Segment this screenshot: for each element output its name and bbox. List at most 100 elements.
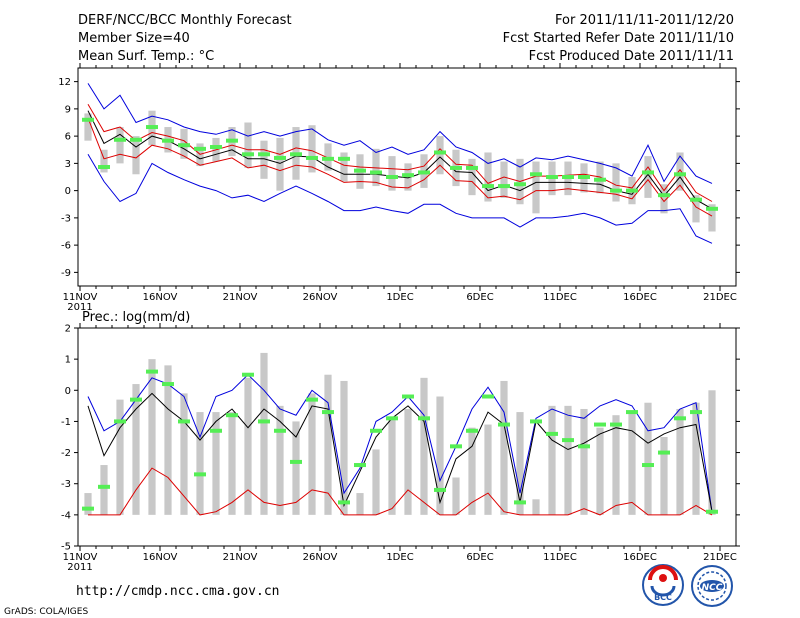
- plot-frame: [77, 67, 737, 287]
- median-marker: [514, 500, 526, 505]
- svg-text:BCC: BCC: [654, 593, 672, 602]
- x-tick-label: 16NOV: [143, 292, 178, 303]
- spread-bar: [324, 374, 332, 515]
- spread-bar: [212, 412, 220, 515]
- median-marker: [194, 146, 206, 151]
- median-marker: [98, 484, 110, 489]
- spread-bar: [564, 405, 572, 515]
- median-marker: [658, 450, 670, 455]
- spread-bar: [660, 437, 668, 515]
- spread-bar: [596, 427, 604, 515]
- spread-bar: [308, 125, 316, 173]
- spread-bar: [196, 412, 204, 515]
- y-tick-label: -2: [61, 448, 71, 459]
- spread-bar: [532, 161, 540, 214]
- spread-bar: [612, 163, 620, 202]
- median-marker: [418, 416, 430, 421]
- median-marker: [530, 172, 542, 177]
- y-tick-label: 3: [65, 159, 71, 170]
- spread-bar: [516, 412, 524, 515]
- y-tick-label: -6: [61, 241, 71, 252]
- x-tick-label: 6DEC: [466, 552, 493, 563]
- median-marker: [130, 137, 142, 142]
- median-marker: [130, 397, 142, 402]
- median-marker: [226, 138, 238, 143]
- median-marker: [386, 416, 398, 421]
- median-marker: [82, 506, 94, 511]
- spread-bar: [436, 396, 444, 515]
- median-marker: [210, 428, 222, 433]
- spread-bar: [708, 204, 716, 232]
- spread-bar: [612, 415, 620, 515]
- median-marker: [274, 428, 286, 433]
- median-marker: [306, 397, 318, 402]
- median-marker: [530, 419, 542, 424]
- y-tick-label: -3: [61, 479, 71, 490]
- spread-bar: [484, 424, 492, 515]
- median-marker: [562, 175, 574, 179]
- spread-bar: [132, 384, 140, 515]
- median-marker: [98, 165, 110, 170]
- median-marker: [290, 459, 302, 464]
- median-marker: [370, 170, 382, 175]
- median-marker: [354, 463, 366, 468]
- y-tick-label: 9: [65, 104, 71, 115]
- median-marker: [578, 444, 590, 449]
- median-marker: [354, 168, 366, 173]
- spread-bar: [548, 405, 556, 515]
- median-marker: [146, 369, 158, 374]
- median-marker: [546, 431, 558, 436]
- median-marker: [674, 416, 686, 421]
- spread-bar: [228, 412, 236, 515]
- x-tick-label: 21DEC: [703, 292, 737, 303]
- median-marker: [418, 170, 430, 175]
- series-max: [87, 83, 713, 184]
- spread-bar: [132, 136, 140, 175]
- median-marker: [498, 422, 510, 427]
- y-tick-label: 0: [65, 186, 71, 197]
- spread-bar: [116, 127, 124, 164]
- series-mean: [87, 392, 713, 512]
- y-tick-label: -1: [61, 417, 71, 428]
- spread-bar: [276, 137, 284, 191]
- spread-bar: [340, 380, 348, 515]
- median-marker: [290, 152, 302, 157]
- forecast-start-date: Fcst Started Refer Date 2011/11/10: [503, 31, 734, 46]
- spread-bar: [100, 149, 108, 173]
- median-marker: [482, 184, 494, 189]
- y-tick-label: 12: [58, 77, 71, 88]
- y-tick-label: 2: [65, 324, 71, 335]
- median-marker: [162, 382, 174, 387]
- forecast-period: For 2011/11/11-2011/12/20: [555, 13, 734, 28]
- spread-bar: [340, 152, 348, 182]
- spread-bar: [628, 412, 636, 515]
- spread-bar: [164, 365, 172, 515]
- bcc-logo: BCC: [642, 564, 684, 606]
- median-marker: [610, 422, 622, 427]
- spread-bar: [276, 405, 284, 515]
- median-marker: [338, 156, 350, 161]
- spread-bar: [404, 408, 412, 515]
- spread-bar: [644, 402, 652, 515]
- median-marker: [226, 413, 238, 418]
- grads-credit: GrADS: COLA/IGES: [4, 607, 88, 617]
- median-marker: [642, 170, 654, 175]
- median-marker: [466, 428, 478, 433]
- spread-bar: [372, 449, 380, 515]
- spread-bar: [484, 152, 492, 202]
- median-marker: [210, 145, 222, 150]
- spread-bar: [580, 408, 588, 515]
- spread-bar: [500, 380, 508, 515]
- spread-bar: [468, 158, 476, 196]
- source-url: http://cmdp.ncc.cma.gov.cn: [76, 584, 280, 599]
- median-marker: [322, 410, 334, 415]
- median-marker: [242, 152, 254, 157]
- spread-bar: [676, 408, 684, 515]
- median-marker: [626, 188, 638, 193]
- y-tick-label: 1: [65, 355, 71, 366]
- x-tick-label: 11DEC: [543, 552, 577, 563]
- median-marker: [178, 419, 190, 424]
- median-marker: [322, 156, 334, 161]
